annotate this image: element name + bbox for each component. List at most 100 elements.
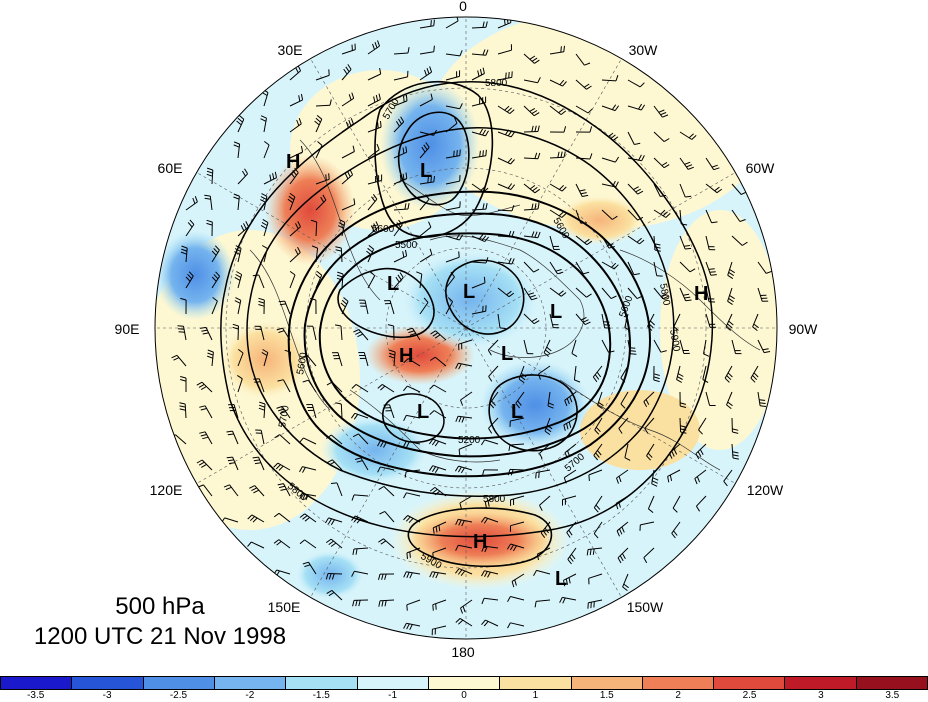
wind-barb [523, 313, 535, 325]
wind-barb-flag [326, 538, 332, 544]
wind-barb-flag [538, 471, 540, 478]
wind-barb-flag [529, 107, 536, 112]
wind-barb-flag [200, 408, 207, 411]
height-contours [220, 80, 714, 568]
wind-barb-flag [432, 571, 436, 578]
colorbar-tick-label: -3.5 [27, 690, 45, 701]
wind-barb-flag [353, 414, 359, 420]
wind-barb-flag [431, 439, 437, 446]
wind-barb [627, 261, 635, 275]
wind-barb [497, 49, 512, 55]
wind-barb-flag [377, 466, 381, 473]
wind-barb [627, 287, 638, 299]
wind-barb-flag [288, 195, 295, 201]
wind-barb-flag [185, 276, 191, 282]
wind-barb-flag [534, 188, 540, 194]
wind-barb-flag [611, 262, 617, 268]
wind-barb-flag [377, 40, 380, 47]
wind-barb [311, 404, 317, 419]
wind-barb-flag [207, 352, 214, 356]
wind-barb-flag [352, 145, 355, 152]
wind-barb-flag [584, 238, 590, 244]
wind-barb-flag [558, 211, 564, 217]
wind-barb-flag [531, 231, 535, 238]
wind-barb-flag [249, 485, 255, 489]
wind-barb-flag [643, 557, 648, 564]
wind-barb-flag [433, 45, 435, 52]
wind-barb-flag [421, 146, 426, 153]
wind-barb-flag [380, 540, 386, 545]
wind-barb [176, 354, 187, 367]
wind-barb-flag [621, 526, 625, 533]
wind-barb [640, 521, 655, 526]
wind-barb-flag [482, 150, 484, 157]
wind-barb [653, 131, 665, 142]
wind-barb-flag [406, 327, 413, 331]
wind-barb-flag [455, 568, 460, 574]
wind-barb-flag [237, 374, 243, 380]
wind-barb [260, 430, 265, 445]
wind-barb [571, 339, 577, 354]
wind-barb-flag [235, 274, 242, 278]
wind-barb-flag [594, 374, 600, 380]
wind-barb-flag [251, 487, 257, 492]
colorbar-tick-label: 1 [532, 690, 539, 701]
wind-barb-flag [378, 93, 381, 100]
wind-barb-flag [373, 223, 377, 230]
wind-barb-flag [198, 461, 205, 466]
wind-barb-flag [297, 221, 301, 227]
wind-barb-flag [213, 248, 219, 254]
wind-barb-flag [616, 530, 620, 537]
wind-barb-flag [348, 119, 352, 126]
wind-barb [484, 516, 499, 523]
wind-barb-flag [429, 410, 435, 415]
wind-barb [211, 169, 214, 185]
wind-barb-flag [278, 408, 285, 412]
wind-barb-flag [587, 108, 593, 114]
wind-barb-flag [316, 271, 323, 276]
colorbar-swatch [1, 677, 73, 689]
wind-barb [705, 235, 710, 250]
wind-barb [302, 466, 317, 471]
wind-barb-flag [636, 237, 642, 243]
wind-barb-flag [534, 231, 538, 238]
wind-barb-flag [302, 493, 306, 500]
lon-label-150w: 150W [627, 599, 664, 615]
wind-barb-flag [651, 480, 658, 484]
wind-barb [597, 391, 603, 406]
wind-barb-flag [677, 373, 684, 377]
lon-label-60e: 60E [158, 160, 183, 176]
wind-barb-flag [459, 149, 461, 156]
wind-barb-flag [315, 117, 321, 123]
wind-barb-flag [204, 194, 211, 197]
wind-barb [336, 482, 343, 497]
wind-barb-flag [434, 440, 440, 447]
wind-barb-flag [510, 131, 516, 138]
wind-barb [616, 521, 629, 532]
wind-barb [341, 49, 356, 55]
wind-barb [211, 275, 221, 289]
wind-barb-flag [638, 103, 643, 110]
wind-barb [412, 327, 421, 341]
wind-barb-flag [571, 553, 576, 560]
wind-barb [263, 403, 266, 419]
wind-barb [229, 484, 239, 497]
wind-barb [364, 300, 369, 315]
wind-barb [432, 625, 447, 630]
wind-barb [485, 495, 499, 503]
wind-barb-flag [460, 607, 463, 614]
wind-barb-flag [237, 117, 243, 123]
wind-barb [432, 438, 447, 445]
wind-barb-flag [378, 538, 384, 543]
wind-barb [389, 300, 395, 315]
wind-barb-flag [261, 193, 268, 197]
wind-barb-flag [428, 465, 434, 472]
wind-barb-flag [295, 67, 299, 74]
wind-barb-flag [728, 271, 734, 277]
wind-barb [549, 51, 564, 55]
wind-barb-flag [713, 167, 720, 171]
wind-barb-flag [402, 173, 405, 180]
wind-barb [471, 183, 484, 193]
wind-barb-flag [328, 592, 335, 597]
wind-barb [289, 151, 303, 159]
